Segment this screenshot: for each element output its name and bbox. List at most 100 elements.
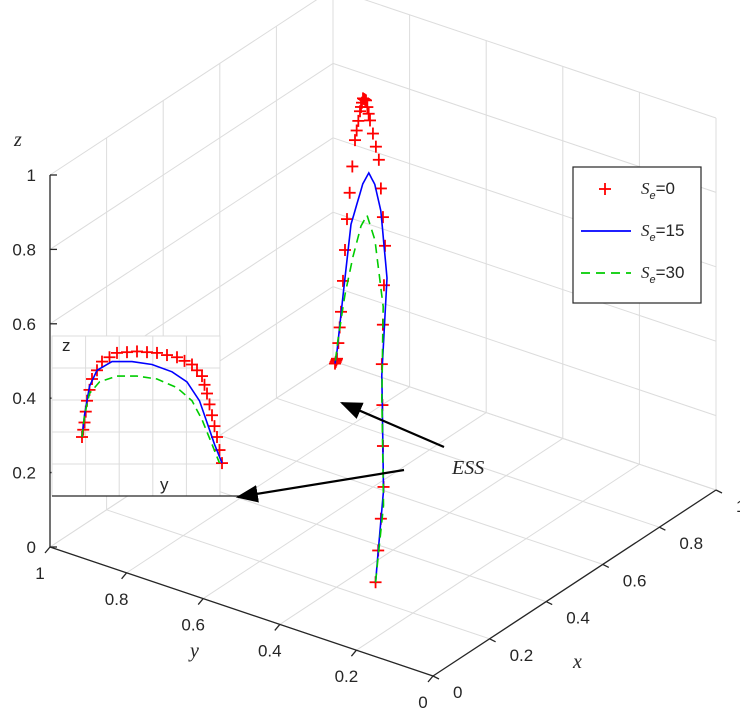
- data-point-marker: [364, 114, 376, 127]
- x-tick-mark: [715, 489, 723, 494]
- data-point-marker: [96, 355, 108, 368]
- data-point-marker: [350, 124, 363, 137]
- data-point-marker: [191, 364, 203, 377]
- data-point-marker: [369, 140, 382, 153]
- inset-z-label: z: [62, 336, 71, 355]
- data-point-marker: [343, 186, 356, 199]
- data-point-marker: [211, 431, 223, 443]
- data-point-marker: [103, 351, 116, 364]
- series-line: [334, 171, 388, 583]
- z-tick-label: 0.2: [12, 464, 36, 483]
- data-point-marker: [374, 182, 387, 195]
- x-tick-mark: [432, 675, 440, 680]
- legend-label: Se=30: [641, 263, 684, 286]
- grid-line-wall-y-horizontal: [49, 62, 334, 250]
- x-tick-label: 0: [453, 683, 462, 702]
- data-point-marker: [352, 114, 365, 127]
- y-tick-label: 0: [418, 693, 427, 708]
- data-point-marker: [208, 420, 221, 433]
- x-tick-label: 0.6: [623, 571, 647, 590]
- grid-line-wall-x-horizontal: [332, 211, 717, 342]
- y-tick-label: 0.2: [335, 667, 359, 686]
- inset-layer: zy: [51, 335, 240, 497]
- x-tick-mark: [489, 638, 496, 643]
- data-point-marker: [198, 378, 211, 391]
- data-point-marker: [599, 183, 611, 195]
- legend-layer: Se=0 Se=15 Se=30: [572, 166, 702, 304]
- data-point-marker: [362, 107, 375, 120]
- data-point-marker: [201, 387, 213, 400]
- x-axis-line: [432, 489, 717, 677]
- grid-line-wall-y-horizontal: [49, 0, 318, 176]
- data-point-marker: [341, 213, 353, 226]
- data-point-marker: [354, 105, 366, 118]
- x-tick-label: 0.4: [566, 609, 590, 628]
- z-tick-label: 1: [27, 166, 36, 185]
- axes-layer: 0 0.2 0.4 0.6 0.8 1 0 0.2 0.4 0.6 0.8 1 0 0.2 0.4 0.6 0.…: [12, 129, 740, 708]
- grid-line-wall-x-horizontal: [364, 0, 717, 119]
- data-point-marker: [339, 244, 351, 256]
- z-tick-label: 0.4: [12, 389, 36, 408]
- data-point-marker: [213, 444, 226, 457]
- x-tick-label: 1: [736, 497, 740, 516]
- z-tick-label: 0: [27, 538, 36, 557]
- y-tick-mark: [427, 675, 434, 683]
- x-tick-mark: [545, 601, 553, 606]
- data-point-marker: [337, 274, 349, 287]
- y-axis-label: y: [188, 640, 199, 662]
- ess-arrow-1: [339, 401, 445, 449]
- grid-line-floor-y: [279, 437, 564, 625]
- data-point-marker: [206, 409, 218, 422]
- grid-line-wall-y-horizontal: [49, 137, 334, 325]
- grid-line-floor-x: [106, 509, 490, 640]
- z-axis-label: z: [13, 129, 22, 151]
- x-tick-mark: [659, 526, 666, 531]
- data-point-marker: [186, 358, 198, 371]
- x-tick-mark: [602, 563, 610, 568]
- data-point-marker: [203, 398, 216, 411]
- legend-label: Se=0: [641, 179, 675, 202]
- x-tick-label: 0.2: [510, 646, 534, 665]
- data-point-marker: [377, 279, 390, 292]
- grid-line-floor-y: [202, 412, 487, 600]
- inset-series-line: [81, 375, 221, 464]
- y-tick-mark: [44, 546, 51, 554]
- legend-entry: Se=30: [581, 263, 684, 286]
- inset-series-line: [81, 360, 223, 464]
- legend-entry: Se=0: [599, 179, 675, 202]
- y-tick-label: 0.8: [105, 590, 129, 609]
- grid-line-floor-x: [276, 397, 660, 528]
- inset-y-label: y: [160, 475, 169, 494]
- series-line: [334, 213, 385, 583]
- y-tick-mark: [350, 649, 357, 657]
- grid-line-wall-x-horizontal: [332, 286, 717, 417]
- y-tick-mark: [121, 572, 128, 580]
- x-tick-label: 0.8: [679, 534, 703, 553]
- y-tick-label: 0.4: [258, 641, 282, 660]
- data-point-marker: [151, 346, 163, 359]
- data-point-marker: [86, 373, 98, 385]
- x-axis-label: x: [572, 651, 582, 673]
- data-point-marker: [161, 349, 173, 362]
- z-tick-label: 0.6: [12, 315, 36, 334]
- annotation-layer: ESS: [235, 401, 484, 503]
- data-point-marker: [171, 351, 183, 364]
- grid-line-floor-x: [219, 434, 603, 565]
- legend-box: [572, 166, 702, 304]
- grid-line-floor-x: [332, 360, 717, 491]
- legend-label: Se=15: [641, 221, 684, 244]
- data-point-marker: [196, 370, 208, 383]
- data-point-marker: [372, 153, 385, 166]
- y-tick-label: 0.6: [181, 616, 205, 635]
- data-point-marker: [376, 211, 389, 224]
- y-axis-line: [49, 546, 434, 677]
- series-layer: [329, 92, 391, 589]
- y-tick-label: 1: [35, 564, 44, 583]
- data-point-marker: [346, 160, 359, 173]
- legend-entry: Se=15: [581, 221, 684, 244]
- y-tick-mark: [274, 623, 281, 631]
- y-tick-mark: [197, 598, 204, 606]
- ess-arrow-2: [235, 468, 405, 503]
